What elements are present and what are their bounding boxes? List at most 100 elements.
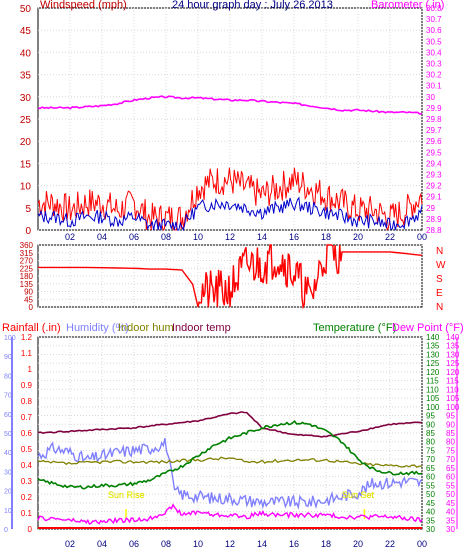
dewpoint-tick-label: 35 xyxy=(446,516,455,525)
baro-tick-label: 30.3 xyxy=(426,60,442,69)
dewpoint-tick-label: 130 xyxy=(446,350,460,359)
baro-tick-label: 29.2 xyxy=(426,182,442,191)
x-tick-label: 18 xyxy=(321,539,331,549)
temp-tick-label: 70 xyxy=(426,455,435,464)
x-tick-label: 20 xyxy=(353,232,363,242)
wind-tick-label: 10 xyxy=(20,182,32,193)
temp-tick-label: 45 xyxy=(426,499,435,508)
dewpoint-axis-label: Dew Point (°F) xyxy=(392,322,464,334)
temp-tick-label: 30 xyxy=(426,525,435,534)
humidity-tick-label: 70 xyxy=(4,393,12,400)
dewpoint-tick-label: 105 xyxy=(446,394,460,403)
baro-tick-label: 30.6 xyxy=(426,26,442,35)
rain-tick-label: 0.4 xyxy=(21,461,33,470)
baro-tick-label: 30.2 xyxy=(426,71,442,80)
temperature-line xyxy=(37,420,423,490)
compass-label: S xyxy=(436,274,443,285)
sunset-label: Sun Set xyxy=(342,490,375,500)
humidity-axis-label: Humidity (%) xyxy=(66,322,129,334)
wind-tick-label: 20 xyxy=(20,137,32,148)
chart-title: 24 hour graph day : July 26 2013 xyxy=(172,0,333,11)
baro-tick-label: 30.5 xyxy=(426,37,442,46)
x-tick-label: 14 xyxy=(257,232,267,242)
wind-tick-label: 30 xyxy=(20,93,32,104)
rain-tick-label: 1 xyxy=(28,365,33,374)
compass-label: W xyxy=(436,260,446,271)
compass-label: E xyxy=(436,288,443,299)
dewpoint-tick-label: 30 xyxy=(446,525,455,534)
wind-tick-label: 35 xyxy=(20,71,32,82)
x-tick-label: 10 xyxy=(193,539,203,549)
x-tick-label: 16 xyxy=(289,232,299,242)
dewpoint-tick-label: 70 xyxy=(446,455,455,464)
temp-tick-label: 80 xyxy=(426,438,435,447)
rain-tick-label: 0.1 xyxy=(21,509,33,518)
temperature-axis-label: Temperature (°F) xyxy=(313,322,396,334)
baro-axis-label: Barometer (.in) xyxy=(371,0,444,11)
rain-tick-label: 0.3 xyxy=(21,477,33,486)
humidity-tick-label: 0 xyxy=(4,527,8,534)
temp-tick-label: 35 xyxy=(426,516,435,525)
humidity-tick-label: 80 xyxy=(4,373,12,380)
x-tick-label: 14 xyxy=(257,539,267,549)
indoor-temp-line xyxy=(37,411,423,438)
baro-tick-label: 29.4 xyxy=(426,159,442,168)
baro-tick-label: 30.8 xyxy=(426,4,442,13)
x-tick-label: 22 xyxy=(385,232,395,242)
x-tick-label: 20 xyxy=(353,539,363,549)
dewpoint-tick-label: 120 xyxy=(446,368,460,377)
dewpoint-tick-label: 115 xyxy=(446,377,459,386)
temp-tick-label: 75 xyxy=(426,446,435,455)
x-tick-label: 10 xyxy=(193,232,203,242)
humidity-tick-label: 30 xyxy=(4,469,12,476)
rain-axis-label: Rainfall (.in) xyxy=(2,322,61,334)
wind-gust-line xyxy=(37,167,423,231)
humidity-tick-label: 90 xyxy=(4,354,12,361)
direction-tick-label: 225 xyxy=(20,264,34,273)
wind-tick-label: 15 xyxy=(20,159,32,170)
temp-tick-label: 140 xyxy=(426,333,440,342)
rain-tick-label: 0.2 xyxy=(21,493,33,502)
dewpoint-tick-label: 140 xyxy=(446,333,460,342)
baro-tick-label: 30 xyxy=(426,93,435,102)
wind-tick-label: 45 xyxy=(20,26,32,37)
x-tick-label: 12 xyxy=(225,539,235,549)
direction-tick-label: 315 xyxy=(20,249,34,258)
rain-tick-label: 0.6 xyxy=(21,429,33,438)
dewpoint-tick-label: 125 xyxy=(446,359,460,368)
baro-tick-label: 29.9 xyxy=(426,104,442,113)
direction-tick-label: 0 xyxy=(29,303,34,312)
direction-tick-label: 135 xyxy=(20,280,34,289)
temp-tick-label: 125 xyxy=(426,359,440,368)
wind-avg-line xyxy=(37,196,423,232)
dewpoint-tick-label: 45 xyxy=(446,499,455,508)
temp-tick-label: 105 xyxy=(426,394,440,403)
rain-tick-label: 1.2 xyxy=(21,333,33,342)
temp-tick-label: 65 xyxy=(426,464,435,473)
x-tick-label: 06 xyxy=(129,539,139,549)
baro-tick-label: 30.7 xyxy=(426,15,442,24)
humidity-tick-label: 10 xyxy=(4,508,12,515)
temp-tick-label: 55 xyxy=(426,481,435,490)
baro-tick-label: 30.1 xyxy=(426,82,442,91)
dewpoint-tick-label: 100 xyxy=(446,403,460,412)
dewpoint-tick-label: 135 xyxy=(446,342,460,351)
dewpoint-tick-label: 60 xyxy=(446,473,455,482)
dewpoint-tick-label: 75 xyxy=(446,446,455,455)
wind-tick-label: 25 xyxy=(20,115,32,126)
indoor-temp-label: Indoor temp xyxy=(172,322,231,334)
baro-tick-label: 29.5 xyxy=(426,148,442,157)
x-tick-label: 08 xyxy=(161,539,171,549)
temp-tick-label: 95 xyxy=(426,412,435,421)
sunrise-label: Sun Rise xyxy=(108,490,145,500)
baro-tick-label: 29.6 xyxy=(426,137,442,146)
direction-tick-label: 360 xyxy=(20,241,34,250)
temp-tick-label: 85 xyxy=(426,429,435,438)
humidity-tick-label: 40 xyxy=(4,450,12,457)
dewpoint-tick-label: 110 xyxy=(446,385,459,394)
x-tick-label: 22 xyxy=(385,539,395,549)
baro-tick-label: 28.8 xyxy=(426,226,442,235)
baro-tick-label: 29.8 xyxy=(426,115,442,124)
temp-tick-label: 50 xyxy=(426,490,435,499)
direction-tick-label: 270 xyxy=(20,257,34,266)
